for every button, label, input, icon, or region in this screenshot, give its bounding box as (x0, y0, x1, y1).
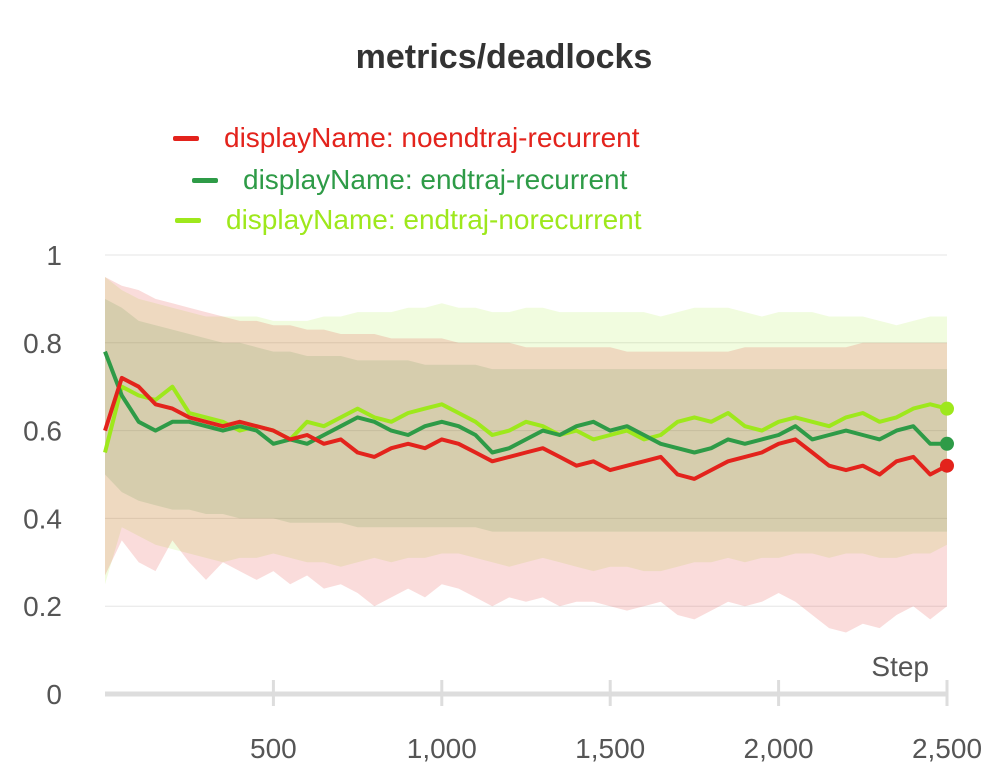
band-endtraj-norecurrent (105, 277, 947, 585)
line-endtraj-recurrent (103, 350, 947, 455)
x-axis-label: Step (871, 651, 929, 682)
end-point-endtraj-recurrent[interactable] (940, 436, 954, 451)
x-tick-label: 1,500 (575, 733, 645, 764)
band-noendtraj-recurrent (105, 277, 947, 633)
line-noendtraj-recurrent (103, 375, 948, 481)
x-axis (105, 680, 949, 706)
legend-label-endtraj-norecurrent: displayName: endtraj-norecurrent (226, 204, 642, 235)
y-tick-label: 0.8 (23, 328, 62, 359)
legend-swatch-endtraj-norecurrent (175, 217, 201, 223)
x-tick-label: 2,000 (744, 733, 814, 764)
y-tick-label: 0.2 (23, 591, 62, 622)
legend-swatch-endtraj-recurrent (192, 177, 218, 183)
x-tick-label: 500 (250, 733, 297, 764)
x-tick-labels: 500 1,000 1,500 2,000 2,500 (250, 733, 982, 764)
legend-label-noendtraj-recurrent: displayName: noendtraj-recurrent (224, 122, 640, 153)
x-tick-label: 2,500 (912, 733, 982, 764)
y-axis: 0 0.2 0.4 0.6 0.8 1 (23, 240, 62, 710)
series-lines (103, 350, 954, 481)
legend-swatch-noendtraj-recurrent (173, 135, 199, 141)
legend-item-noendtraj-recurrent[interactable]: displayName: noendtraj-recurrent (173, 118, 640, 158)
legend-label-endtraj-recurrent: displayName: endtraj-recurrent (243, 164, 628, 195)
end-point-endtraj-norecurrent[interactable] (940, 401, 954, 416)
end-point-noendtraj-recurrent[interactable] (940, 458, 954, 473)
confidence-bands (105, 277, 947, 633)
x-tick-label: 1,000 (407, 733, 477, 764)
legend-item-endtraj-norecurrent[interactable]: displayName: endtraj-norecurrent (175, 200, 642, 240)
grid (105, 254, 947, 607)
y-tick-label: 0.6 (23, 416, 62, 447)
y-tick-label: 0 (46, 679, 62, 710)
y-tick-label: 0.4 (23, 503, 62, 534)
y-tick-label: 1 (46, 240, 62, 271)
legend-item-endtraj-recurrent[interactable]: displayName: endtraj-recurrent (192, 160, 627, 200)
band-endtraj-recurrent (105, 298, 947, 532)
chart-title: metrics/deadlocks (355, 38, 653, 76)
